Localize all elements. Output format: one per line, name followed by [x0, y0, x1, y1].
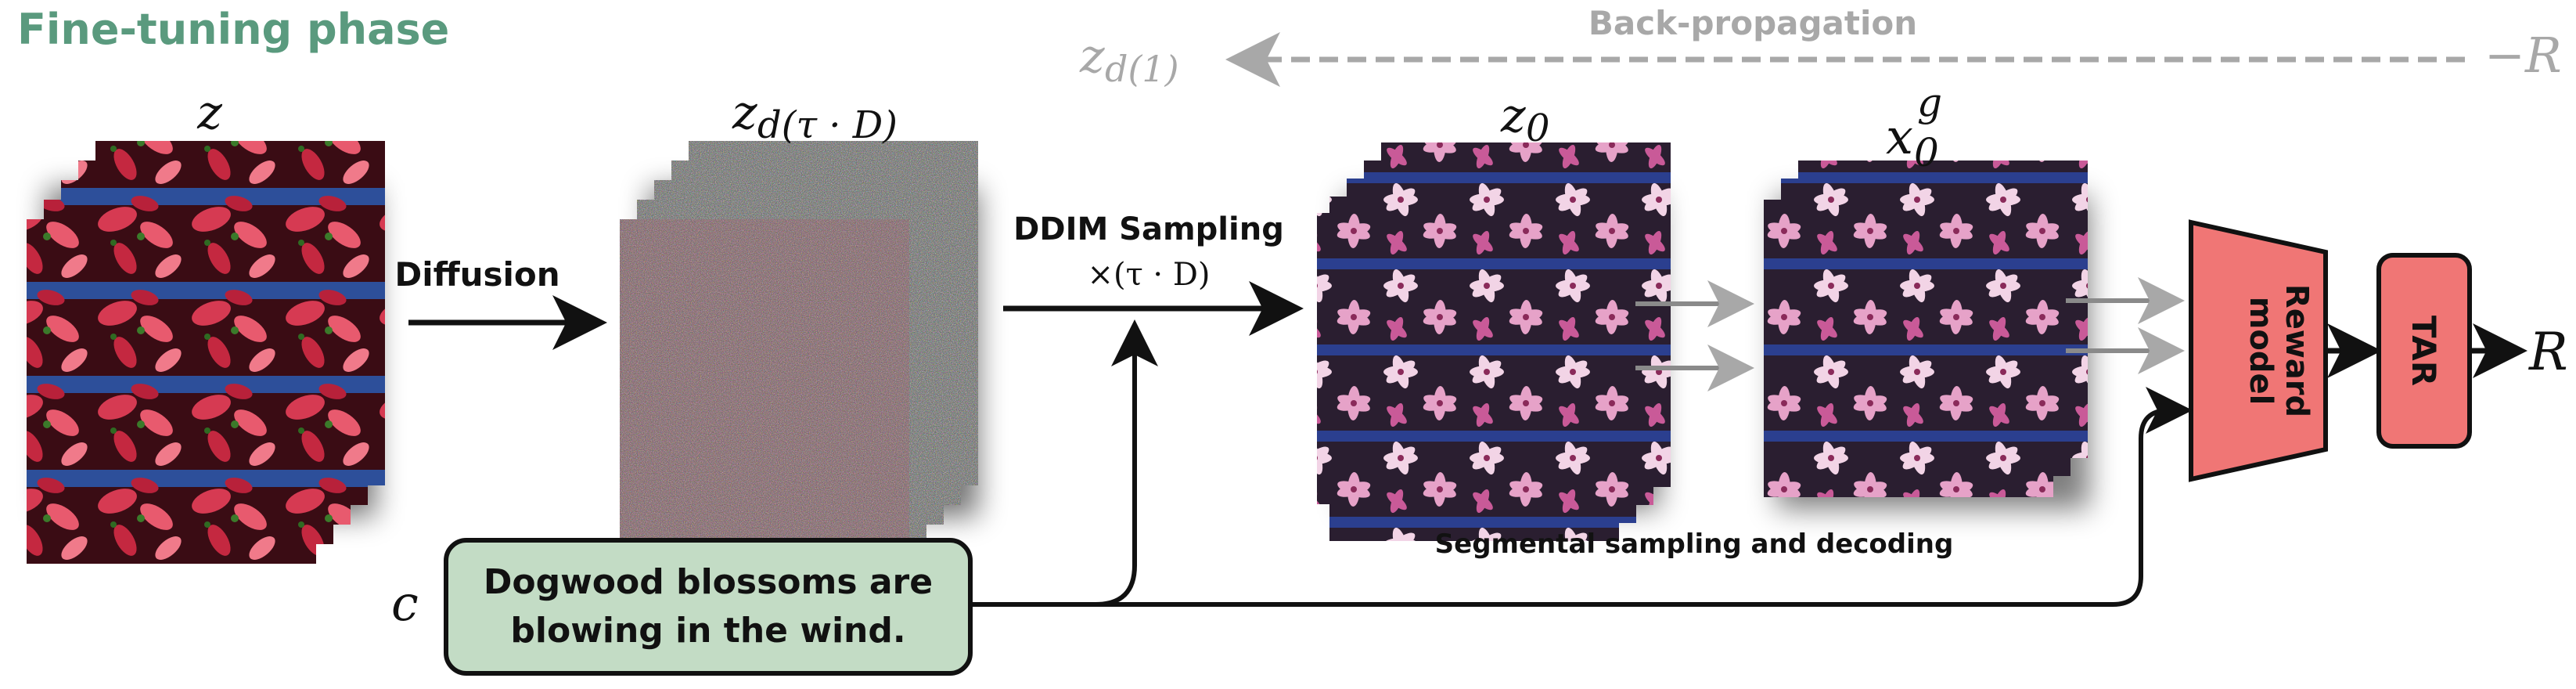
svg-text:d(τ · D): d(τ · D): [757, 103, 898, 147]
reward-label-1: Reward: [2279, 284, 2315, 417]
flower-photo-icon: [1764, 200, 2053, 497]
noisy-latent-stack: [620, 141, 978, 564]
backprop-label: Back-propagation: [1588, 4, 1917, 42]
segmental-label: Segmental sampling and decoding: [1435, 528, 1954, 560]
prompt-to-ddim-arrow: [970, 319, 1158, 607]
reward-model: Reward model: [2189, 219, 2328, 482]
svg-text:d(1): d(1): [1105, 48, 1179, 90]
z0-stack: [1317, 142, 1671, 541]
prompt-line-1: Dogwood blossoms are: [484, 562, 933, 602]
x0g-stack: [1764, 161, 2089, 509]
svg-text:z: z: [1079, 29, 1105, 84]
reward-label-2: model: [2243, 297, 2279, 406]
tar-label: TAR: [2405, 316, 2443, 386]
ddim-label-line1: DDIM Sampling: [1013, 211, 1284, 247]
svg-text:g: g: [1917, 80, 1942, 125]
latent-z-stack: [27, 141, 385, 564]
prompt-box: Dogwood blossoms are blowing in the wind…: [444, 538, 973, 676]
svg-text:z: z: [1500, 88, 1526, 143]
backprop-start-symbol: z d(1): [1079, 29, 1179, 90]
z-label: z: [196, 85, 222, 140]
prompt-to-reward-arrow: [970, 387, 2193, 607]
z0-label: z 0: [1500, 88, 1550, 150]
ddim-label-line2: ×(τ · D): [1087, 257, 1210, 293]
backprop-neg-r: −R: [2484, 27, 2562, 84]
svg-text:z: z: [732, 85, 757, 140]
x0g-label: x 0 g: [1886, 80, 1942, 175]
noisy-z-label: z d(τ · D): [732, 85, 898, 147]
r-output: R: [2528, 322, 2568, 382]
phase-title: Fine-tuning phase: [17, 5, 449, 54]
tar-box: TAR: [2376, 253, 2472, 449]
svg-text:x: x: [1886, 108, 1913, 165]
c-symbol: c: [391, 575, 419, 632]
diffusion-label: Diffusion: [394, 255, 559, 294]
svg-text:0: 0: [1526, 106, 1550, 150]
svg-text:0: 0: [1914, 130, 1939, 175]
prompt-line-2: blowing in the wind.: [510, 611, 905, 651]
